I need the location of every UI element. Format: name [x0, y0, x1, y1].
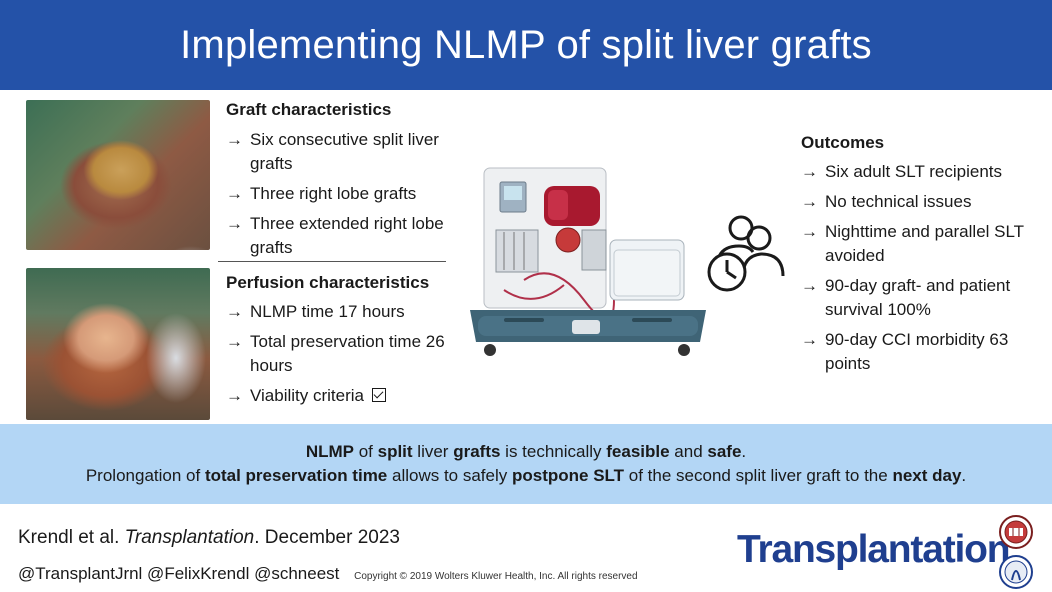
arrow-right-icon: → [226, 214, 243, 233]
summary-emphasis: grafts [453, 442, 501, 461]
arrow-right-icon: → [226, 302, 243, 321]
outcome-item: → Nighttime and parallel SLT avoided [801, 220, 1041, 268]
outcomes-list: → Six adult SLT recipients → No technical i… [801, 160, 1041, 382]
graft-characteristic-item: → Six consecutive split liver grafts [226, 128, 454, 176]
arrow-right-icon: → [801, 162, 818, 181]
perfusion-characteristics-title: Perfusion characteristics [226, 273, 430, 292]
page-title: Implementing NLMP of split liver grafts [180, 22, 872, 67]
summary-emphasis: postpone SLT [512, 466, 625, 485]
perfusion-device-image [470, 167, 706, 356]
summary-emphasis: total preservation time [204, 466, 388, 485]
summary-emphasis: split [377, 442, 413, 461]
perfusion-characteristic-item: → NLMP time 17 hours [226, 300, 454, 324]
society-seal-icon [999, 555, 1033, 589]
arrow-right-icon: → [801, 192, 818, 211]
arrow-right-icon: → [226, 386, 243, 405]
outcome-item-text: 90-day graft- and patient survival 100% [825, 276, 1011, 319]
outcome-item: → 90-day graft- and patient survival 100% [801, 274, 1041, 322]
tts-seal-icon [999, 515, 1033, 549]
checkbox-checked-icon [372, 388, 387, 402]
perfusion-characteristics-list: → NLMP time 17 hours → Total preservation t… [226, 300, 454, 414]
journal-logo: Transplantation® [737, 528, 1017, 572]
graft-characteristic-item: → Three right lobe grafts [226, 182, 454, 206]
social-handles: @TransplantJrnl @FelixKrendl @schneest [18, 564, 340, 583]
summary-emphasis: safe [707, 442, 742, 461]
graft-characteristics-title: Graft characteristics [226, 100, 392, 119]
summary-emphasis: NLMP [305, 442, 354, 461]
summary-text: allows to safely [387, 466, 512, 485]
summary-text: is technically [500, 442, 607, 461]
social-handles-line: @TransplantJrnl @FelixKrendl @schneest C… [18, 564, 638, 584]
copyright-notice: Copyright © 2019 Wolters Kluwer Health, … [354, 571, 638, 582]
perfusion-characteristic-item-text: Total preservation time 26 hours [250, 332, 445, 375]
graft-characteristic-item-text: Three right lobe grafts [250, 184, 417, 203]
graft-characteristics-list: → Six consecutive split liver grafts → Thre… [226, 128, 454, 266]
arrow-right-icon: → [226, 332, 243, 351]
citation-authors: Krendl et al. [18, 527, 125, 548]
journal-logo-text: Transplantation [737, 528, 1011, 571]
outcome-item-text: No technical issues [825, 192, 972, 211]
summary-band: NLMP of split liver grafts is technicall… [0, 424, 1052, 504]
outcomes-title: Outcomes [801, 133, 885, 152]
summary-emphasis: feasible [606, 442, 670, 461]
title-banner: Implementing NLMP of split liver grafts [0, 0, 1052, 90]
section-divider [218, 261, 446, 262]
outcome-item: → 90-day CCI morbidity 63 points [801, 328, 1041, 376]
graft-characteristic-item: → Three extended right lobe grafts [226, 212, 454, 260]
outcome-item: → No technical issues [801, 190, 1041, 214]
outcome-item-text: Six adult SLT recipients [825, 162, 1003, 181]
perfusion-characteristic-item: → Viability criteria [226, 384, 454, 408]
citation-date: . December 2023 [254, 527, 400, 548]
perfusion-characteristic-item: → Total preservation time 26 hours [226, 330, 454, 378]
summary-text: . [741, 442, 747, 461]
arrow-right-icon: → [226, 130, 243, 149]
perfusion-liver-photo [26, 268, 210, 420]
arrow-right-icon: → [226, 184, 243, 203]
citation: Krendl et al. Transplantation. December … [18, 527, 400, 549]
perfusion-characteristic-item-text: NLMP time 17 hours [250, 302, 405, 321]
graft-characteristic-item-text: Three extended right lobe grafts [250, 214, 444, 257]
outcome-item-text: Nighttime and parallel SLT avoided [825, 222, 1024, 265]
arrow-right-icon: → [801, 276, 818, 295]
summary-line-1: NLMP of split liver grafts is technicall… [306, 440, 746, 464]
perfusion-characteristic-item-text: Viability criteria [250, 386, 365, 405]
summary-text: Prolongation of [85, 466, 205, 485]
arrow-right-icon: → [801, 330, 818, 349]
summary-line-2: Prolongation of total preservation time … [86, 464, 966, 488]
summary-text: liver [412, 442, 454, 461]
outcome-item-text: 90-day CCI morbidity 63 points [825, 330, 1009, 373]
graft-characteristic-item-text: Six consecutive split liver grafts [250, 130, 439, 173]
summary-emphasis: next day [892, 466, 962, 485]
arrow-right-icon: → [801, 222, 818, 241]
summary-text: and [669, 442, 708, 461]
summary-text: of [354, 442, 378, 461]
split-liver-graft-photo [26, 100, 210, 250]
citation-journal: Transplantation [124, 527, 255, 548]
summary-text: of the second split liver graft to the [624, 466, 893, 485]
summary-text: . [961, 466, 967, 485]
outcome-item: → Six adult SLT recipients [801, 160, 1041, 184]
people-clock-icon [707, 215, 785, 292]
